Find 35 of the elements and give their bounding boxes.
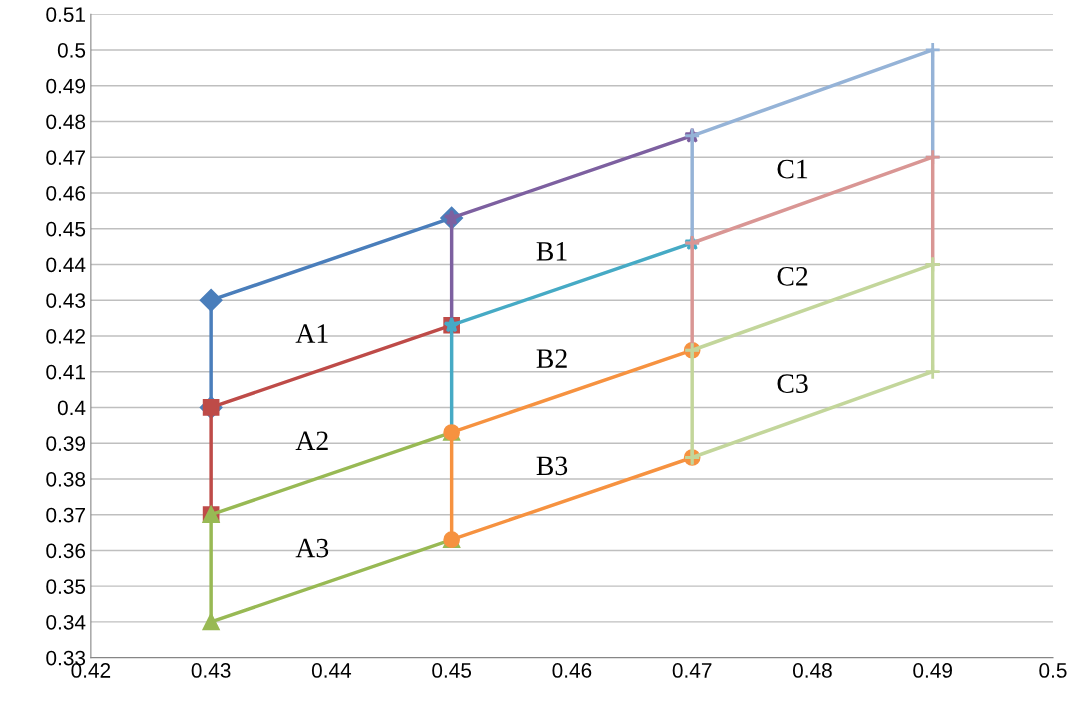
annotation: C3 [777,374,808,393]
x-tick-label: 0.46 [552,663,592,678]
annotation: A1 [295,324,328,343]
y-tick-label: 0.51 [46,7,85,22]
y-tick-label: 0.39 [46,436,86,451]
y-tick-label: 0.35 [46,579,86,594]
x-tick-label: 0.5 [1039,663,1067,678]
annotation: C2 [777,267,808,286]
y-tick-label: 0.38 [46,471,86,487]
annotation: B1 [536,242,567,261]
y-tick-label: 0.5 [57,42,86,58]
x-tick-label: 0.48 [792,663,832,678]
annotation: A3 [295,538,329,558]
x-tick-label: 0.43 [191,663,231,678]
y-tick-label: 0.37 [46,507,85,523]
y-tick-label: 0.46 [46,185,86,201]
annotation: C1 [777,159,808,179]
annotation: A2 [295,431,328,450]
y-tick-label: 0.36 [46,543,86,559]
y-tick-label: 0.42 [46,328,85,344]
annotation: B2 [536,349,567,368]
y-tick-label: 0.48 [46,114,86,130]
y-tick-label: 0.45 [46,221,86,237]
y-tick-label: 0.47 [46,150,85,165]
y-tick-label: 0.49 [46,78,86,94]
y-tick-label: 0.34 [46,614,86,630]
x-tick-label: 0.47 [672,663,712,678]
y-tick-label: 0.41 [46,364,85,380]
y-tick-label: 0.43 [46,293,86,308]
y-tick-label: 0.4 [57,400,86,416]
y-tick-label: 0.44 [46,257,86,273]
x-tick-label: 0.45 [432,663,472,678]
x-tick-label: 0.44 [311,663,352,678]
x-tick-label: 0.49 [913,663,952,678]
annotation: B3 [536,456,568,476]
